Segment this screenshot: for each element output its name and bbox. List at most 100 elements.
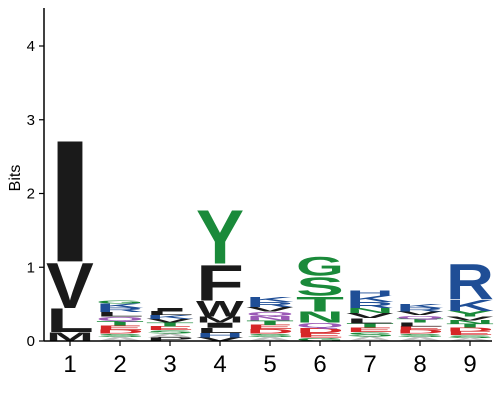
logo-letter: A	[346, 336, 394, 343]
logo-letter: Y	[196, 194, 244, 280]
x-tick-label: 8	[413, 351, 426, 378]
logo-letter: D	[446, 327, 494, 333]
logo-letter: L	[146, 311, 194, 317]
logo-letter: E	[246, 324, 294, 331]
logo-letter: A	[96, 336, 144, 342]
logo-letter: S	[246, 333, 294, 338]
logo-letter: R	[246, 301, 294, 309]
y-axis-label: Bits	[7, 165, 24, 192]
axes	[43, 8, 492, 342]
logo-letter: L	[396, 322, 444, 328]
logo-letter: Q	[246, 311, 294, 318]
logo-letter: P	[146, 336, 194, 342]
logo-letter: L	[96, 311, 144, 318]
logo-letter: M	[46, 330, 94, 344]
logo-letter: S	[96, 333, 144, 338]
logo-letter: D	[396, 329, 444, 335]
x-tick-label: 7	[363, 351, 376, 378]
logo-letter: L	[46, 301, 94, 339]
logo-letter: H	[346, 289, 394, 297]
plot-area: MLVIASDETQLRKGPASETVKLIVHLIMWFYASDETNQVR…	[46, 104, 494, 344]
logo-letter: I	[146, 307, 194, 313]
logo-letter: S	[296, 272, 344, 301]
logo-letter: S	[446, 334, 494, 338]
logo-letter: V	[396, 311, 444, 317]
logo-letter: I	[46, 104, 94, 299]
logo-letter: S	[346, 331, 394, 338]
logo-letter: R	[396, 307, 444, 313]
x-tick-label: 2	[113, 351, 126, 378]
logo-letter: T	[446, 323, 494, 329]
logo-letter: N	[246, 315, 294, 322]
logo-letter: A	[146, 333, 194, 339]
y-tick-label: 2	[27, 186, 35, 203]
y-tick-label: 1	[27, 259, 35, 276]
y-tick-label: 3	[27, 112, 35, 129]
logo-letter: V	[146, 318, 194, 324]
logo-letter: E	[296, 332, 344, 339]
x-tick-label: 5	[263, 351, 276, 378]
x-tick-label: 4	[213, 351, 226, 378]
logo-letter: M	[196, 315, 244, 324]
logo-letter: K	[396, 303, 444, 309]
logo-letter: T	[396, 318, 444, 324]
logo-letter: E	[446, 330, 494, 336]
logo-letter: N	[446, 319, 494, 325]
logo-letter: Y	[446, 309, 494, 318]
logo-letter: Q	[96, 316, 144, 323]
logo-letter: D	[96, 329, 144, 335]
logo-letter: V	[46, 250, 94, 322]
logo-letter: K	[146, 314, 194, 320]
y-tick-label: 0	[27, 333, 35, 350]
logo-letter: R	[96, 307, 144, 314]
logo-letter: V	[246, 306, 294, 313]
logo-letter: V	[196, 336, 244, 342]
logo-letter: K	[446, 297, 494, 314]
logo-letter: V	[446, 316, 494, 322]
logo-letter: E	[346, 327, 394, 334]
logo-letter: D	[246, 328, 294, 335]
logo-letter: E	[396, 325, 444, 331]
x-tick-label: 3	[163, 351, 176, 378]
logo-letter: L	[346, 317, 394, 325]
logo-letter: G	[96, 299, 144, 304]
x-tick-label: 6	[313, 351, 326, 378]
logo-letter: S	[396, 333, 444, 338]
logo-letter: Q	[396, 314, 444, 319]
logo-letter: F	[196, 255, 244, 312]
logo-letter: K	[346, 294, 394, 304]
logo-letter: A	[396, 336, 444, 342]
logo-letter: I	[196, 321, 244, 329]
x-ticks: 1 2 3 4 5 6 7 8 9	[63, 341, 477, 378]
logo-letter: K	[96, 302, 144, 309]
logo-letter: T	[146, 322, 194, 328]
logo-letter: T	[96, 320, 144, 327]
logo-letter: T	[346, 322, 394, 329]
logo-letter: E	[96, 324, 144, 331]
logo-letter: A	[246, 336, 294, 342]
logo-letter: T	[296, 292, 344, 316]
logo-letter: S	[146, 329, 194, 334]
logo-letter: Q	[296, 322, 344, 330]
y-tick-label: 4	[27, 38, 35, 55]
logo-letter: D	[296, 327, 344, 335]
logo-letter: V	[346, 312, 394, 320]
x-tick-label: 1	[63, 351, 76, 378]
logo-letter: K	[246, 296, 294, 304]
x-tick-label: 9	[463, 351, 476, 378]
logo-letter: R	[446, 253, 494, 311]
logo-letter: H	[196, 332, 244, 339]
logo-letter: N	[296, 309, 344, 326]
logo-letter: N	[346, 307, 394, 315]
logo-letter: R	[346, 301, 394, 310]
